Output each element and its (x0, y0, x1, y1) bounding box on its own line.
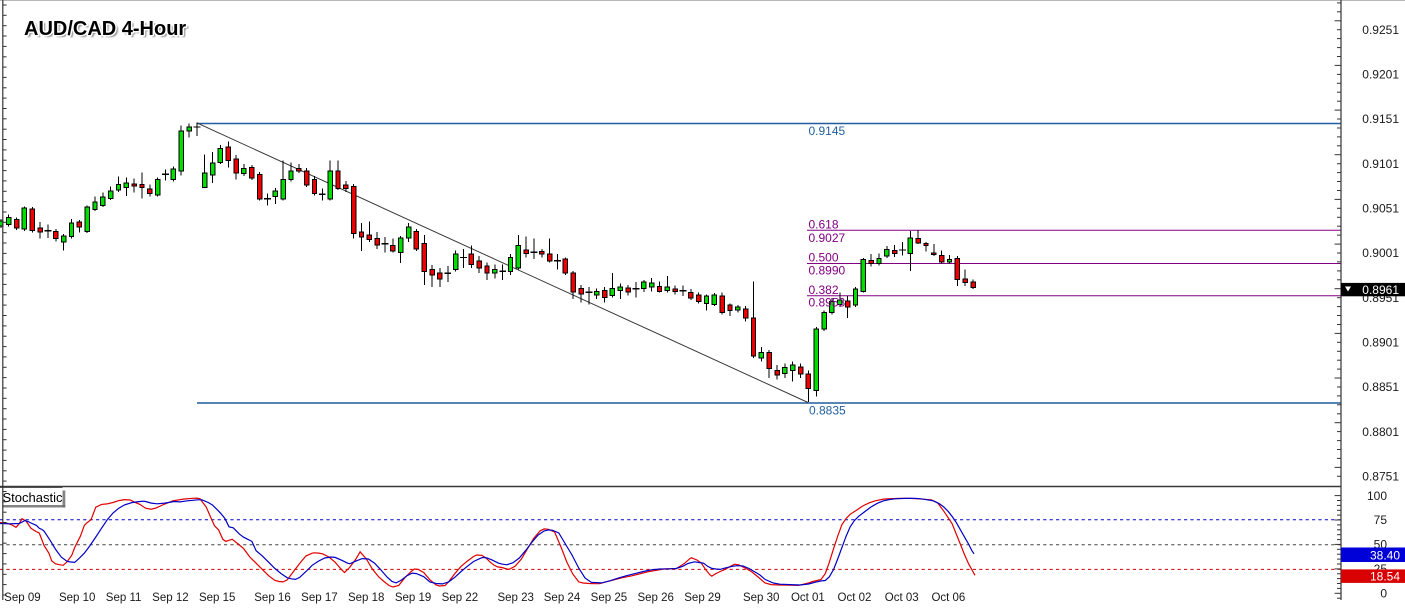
svg-text:Sep 24: Sep 24 (544, 592, 581, 604)
svg-text:Sep 22: Sep 22 (442, 592, 478, 604)
svg-text:Sep 25: Sep 25 (591, 592, 627, 604)
svg-text:18.54: 18.54 (1370, 569, 1400, 583)
svg-text:Oct 02: Oct 02 (838, 592, 872, 604)
svg-text:0.9151: 0.9151 (1362, 112, 1399, 126)
svg-text:0.8990: 0.8990 (809, 263, 846, 277)
svg-text:AUD/CAD 4-Hour: AUD/CAD 4-Hour (24, 18, 186, 40)
svg-text:0.9251: 0.9251 (1362, 23, 1399, 37)
svg-text:Oct 03: Oct 03 (885, 592, 919, 604)
svg-text:0.9027: 0.9027 (809, 231, 846, 245)
svg-text:Stochastic: Stochastic (3, 490, 63, 505)
svg-text:Sep 16: Sep 16 (254, 592, 290, 604)
svg-text:Sep 18: Sep 18 (348, 592, 384, 604)
svg-text:Sep 19: Sep 19 (395, 592, 431, 604)
svg-text:0.9101: 0.9101 (1362, 157, 1399, 171)
svg-text:Sep 17: Sep 17 (301, 592, 337, 604)
svg-text:0.618: 0.618 (809, 217, 839, 231)
svg-text:0.9145: 0.9145 (809, 124, 846, 138)
svg-text:100: 100 (1367, 489, 1387, 503)
svg-text:0.8901: 0.8901 (1362, 336, 1399, 350)
svg-text:0.500: 0.500 (809, 251, 839, 265)
svg-text:Sep 15: Sep 15 (199, 592, 235, 604)
svg-text:0.8851: 0.8851 (1362, 380, 1399, 394)
svg-text:0.8961: 0.8961 (1362, 283, 1399, 297)
svg-text:75: 75 (1374, 513, 1388, 527)
svg-text:0.9201: 0.9201 (1362, 68, 1399, 82)
svg-text:Oct 06: Oct 06 (931, 592, 965, 604)
svg-text:Sep 23: Sep 23 (497, 592, 533, 604)
svg-text:Sep 29: Sep 29 (684, 592, 720, 604)
svg-text:Sep 11: Sep 11 (106, 592, 142, 604)
svg-text:Sep 09: Sep 09 (4, 592, 40, 604)
svg-text:0.9001: 0.9001 (1362, 246, 1399, 260)
svg-text:0.8953: 0.8953 (809, 296, 846, 310)
svg-text:Sep 30: Sep 30 (743, 592, 779, 604)
svg-text:0.8801: 0.8801 (1362, 425, 1399, 439)
svg-text:Oct 01: Oct 01 (791, 592, 825, 604)
svg-text:0: 0 (1380, 587, 1387, 601)
svg-text:Sep 10: Sep 10 (59, 592, 95, 604)
svg-text:Sep 26: Sep 26 (637, 592, 673, 604)
svg-text:0.9051: 0.9051 (1362, 202, 1399, 216)
svg-text:0.8835: 0.8835 (809, 403, 846, 417)
svg-text:38.40: 38.40 (1370, 548, 1400, 562)
svg-text:AUD/CAD 4-Hour: AUD/CAD 4-Hour (27, 20, 189, 42)
svg-text:0.382: 0.382 (809, 283, 839, 297)
svg-text:0.8751: 0.8751 (1362, 470, 1399, 484)
svg-text:Sep 12: Sep 12 (152, 592, 188, 604)
